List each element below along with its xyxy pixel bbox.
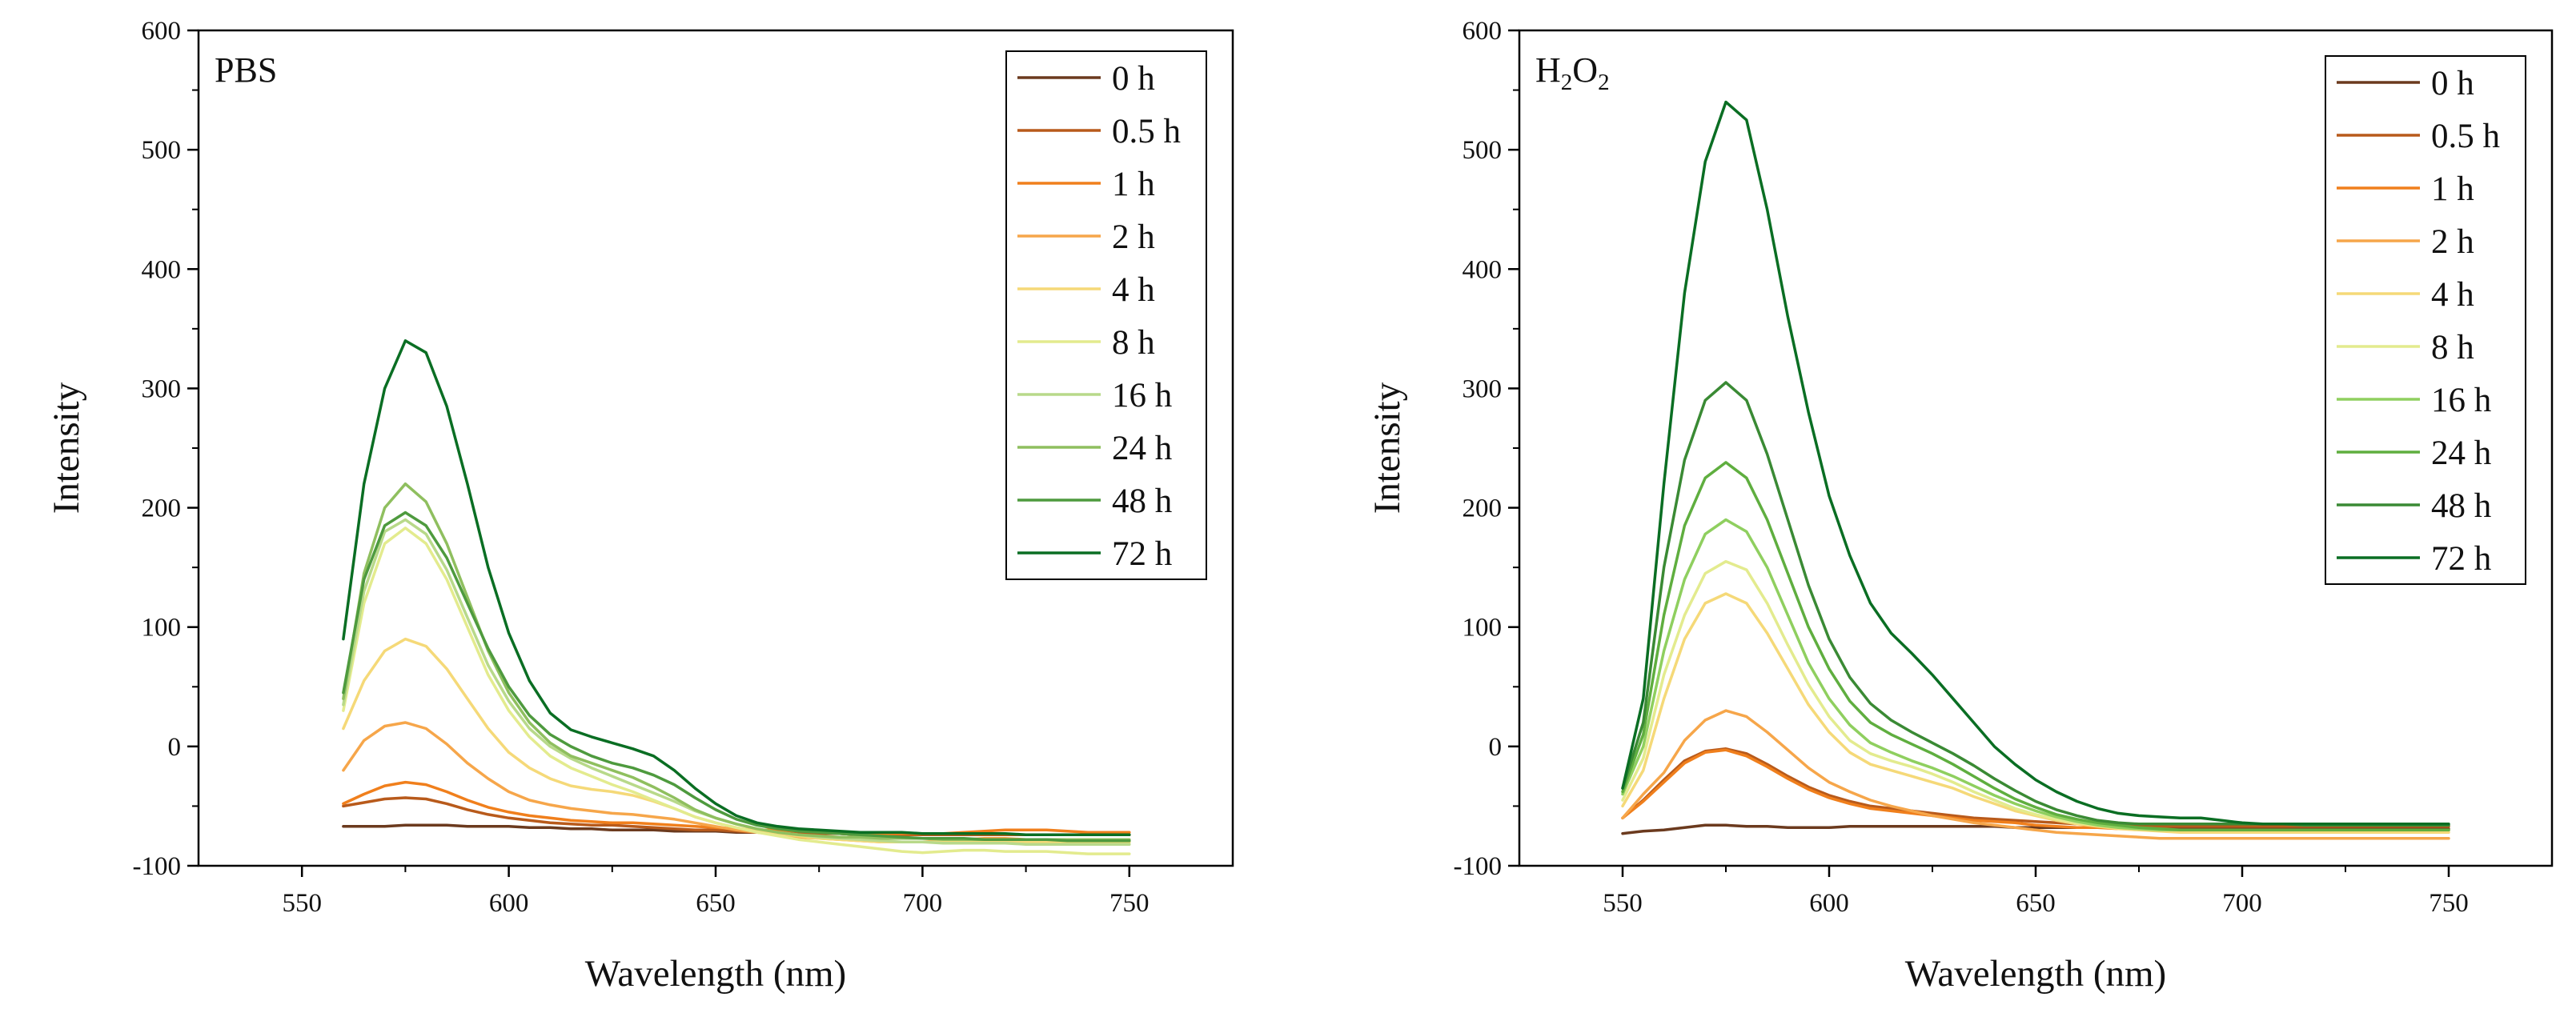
series-line-72hh [1621,100,2450,826]
x-tick-label: 750 [1109,889,1150,918]
y-tick-label: -100 [1454,852,1503,881]
series-line-2hh [1621,709,2450,840]
legend-label: 72 h [1112,535,1172,573]
x-tick-label: 650 [696,889,736,918]
x-axis-title: Wavelength (nm) [585,953,846,995]
y-tick-label: 600 [1463,17,1503,46]
chart-panel-1: -100 0 100 200 300 400 500 600 550 600 650 700 750 Wa… [46,17,1234,995]
y-tick-label: 0 [168,733,182,762]
x-tick-label: 700 [903,889,943,918]
y-tick-label: 200 [142,494,182,523]
legend-label: 48 h [1112,482,1172,520]
y-tick-label: 300 [142,374,182,403]
y-tick-label: -100 [133,852,182,881]
legend-label: 1 h [1112,166,1155,203]
y-axis-title: Intensity [46,382,87,514]
series-line-4hh [1621,592,2450,834]
y-tick-label: 200 [1463,494,1503,523]
x-tick-label: 600 [1809,889,1849,918]
chart-panel-2: -100 0 100 200 300 400 500 600 550 600 650 700 750 Wa… [1366,17,2554,995]
x-tick-label: 550 [1603,889,1643,918]
y-tick-label: 100 [142,614,182,643]
panel-title: H2O2 [1535,50,1610,95]
legend-label: 24 h [1112,430,1172,467]
series-line-8hh [342,527,1131,855]
legend-box [2325,55,2526,585]
legend-label: 2 h [1112,218,1155,256]
legend-label: 16 h [2431,382,2491,419]
x-tick-label: 650 [2016,889,2056,918]
legend-label: 72 h [2431,540,2491,578]
legend-label: 0 h [2431,65,2474,102]
panel-title: PBS [215,50,277,90]
y-axis-title: Intensity [1366,382,1408,514]
x-tick-label: 750 [2429,889,2469,918]
x-tick-label: 700 [2222,889,2262,918]
y-tick-label: 400 [1463,255,1503,284]
y-tick-label: 100 [1463,614,1503,643]
legend-label: 4 h [1112,271,1155,309]
series-line-24hh [1621,461,2450,832]
legend-label: 1 h [2431,170,2474,208]
series-line-4hh [342,637,1131,843]
x-axis-title: Wavelength (nm) [1905,953,2166,995]
series-line-1hh [1621,748,2450,832]
legend-label: 8 h [2431,329,2474,366]
legend-label: 0.5 h [1112,113,1181,150]
y-tick-label: 500 [142,136,182,165]
y-tick-label: 400 [142,255,182,284]
legend-label: 8 h [1112,324,1155,362]
legend-label: 16 h [1112,377,1172,414]
series-line-72hh [342,339,1131,836]
series-line-48hh [342,511,1131,843]
y-tick-label: 0 [1489,733,1503,762]
legend-label: 2 h [2431,223,2474,261]
legend-label: 24 h [2431,434,2491,472]
y-tick-label: 300 [1463,374,1503,403]
x-tick-label: 550 [282,889,322,918]
legend-label: 0.5 h [2431,118,2500,155]
legend-box [1005,50,1207,580]
y-tick-label: 500 [1463,136,1503,165]
y-tick-label: 600 [142,17,182,46]
x-tick-label: 600 [489,889,529,918]
legend-label: 4 h [2431,276,2474,314]
legend-label: 0 h [1112,60,1155,98]
legend-label: 48 h [2431,487,2491,525]
